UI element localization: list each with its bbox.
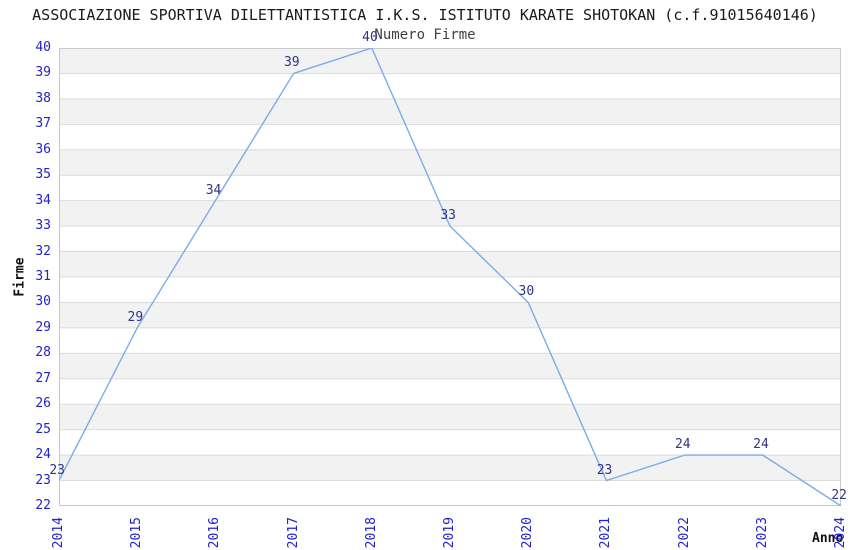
data-point-label: 24 <box>753 437 769 453</box>
grid-band <box>59 353 841 379</box>
data-point-label: 39 <box>283 55 300 71</box>
data-point-label: 23 <box>596 462 613 478</box>
y-tick-label: 31 <box>35 269 51 284</box>
y-tick-label: 40 <box>35 40 51 55</box>
x-tick-label: 2022 <box>676 517 692 549</box>
x-tick-label: 2015 <box>129 517 145 549</box>
y-tick-label: 33 <box>35 218 51 234</box>
x-tick-label: 2021 <box>598 517 614 549</box>
chart-subtitle: Numero Firme <box>374 27 476 43</box>
x-tick-label: 2017 <box>285 517 301 549</box>
x-tick-label: 2018 <box>363 517 379 549</box>
grid-band <box>59 455 841 481</box>
grid-band <box>59 302 841 328</box>
grid-band <box>59 149 841 176</box>
y-tick-label: 28 <box>35 345 51 361</box>
y-tick-label: 35 <box>35 167 51 183</box>
data-point-label: 40 <box>362 30 378 45</box>
plot-border <box>59 48 841 506</box>
data-point-label: 22 <box>831 488 847 503</box>
x-tick-label: 2019 <box>442 517 457 549</box>
x-tick-label: 2020 <box>520 517 536 549</box>
y-tick-label: 29 <box>35 319 51 335</box>
grid-band <box>59 251 841 277</box>
data-point-label: 23 <box>49 462 65 478</box>
x-tick-label: 2023 <box>754 517 770 549</box>
grid-band <box>59 200 841 227</box>
y-tick-label: 32 <box>35 243 51 259</box>
chart-main-title: ASSOCIAZIONE SPORTIVA DILETTANTISTICA I.… <box>32 6 818 24</box>
y-tick-label: 37 <box>35 116 51 132</box>
plot-area <box>59 48 841 506</box>
grid-band <box>59 48 841 74</box>
data-point-label: 24 <box>674 437 691 453</box>
y-tick-label: 30 <box>35 294 51 310</box>
line-chart-svg <box>59 48 841 506</box>
y-tick-label: 26 <box>35 396 51 412</box>
x-axis-label: Anno <box>812 531 844 546</box>
y-tick-label: 24 <box>35 447 51 463</box>
data-point-label: 34 <box>205 182 222 198</box>
y-tick-label: 38 <box>35 90 51 106</box>
data-point-label: 33 <box>440 208 456 224</box>
y-tick-label: 25 <box>35 421 51 437</box>
x-tick-label: 2024 <box>833 517 848 549</box>
data-point-label: 29 <box>127 309 144 325</box>
grid-band <box>59 404 841 430</box>
y-tick-label: 27 <box>35 370 51 386</box>
x-tick-label: 2014 <box>51 517 66 549</box>
y-tick-label: 39 <box>35 65 51 81</box>
y-tick-label: 36 <box>35 141 51 157</box>
grid-band <box>59 98 841 125</box>
data-point-label: 30 <box>518 284 535 300</box>
series-line <box>59 48 841 506</box>
y-tick-label: 34 <box>35 192 51 208</box>
y-tick-label: 22 <box>35 498 51 513</box>
y-tick-label: 23 <box>35 472 51 488</box>
x-tick-label: 2016 <box>207 517 223 549</box>
